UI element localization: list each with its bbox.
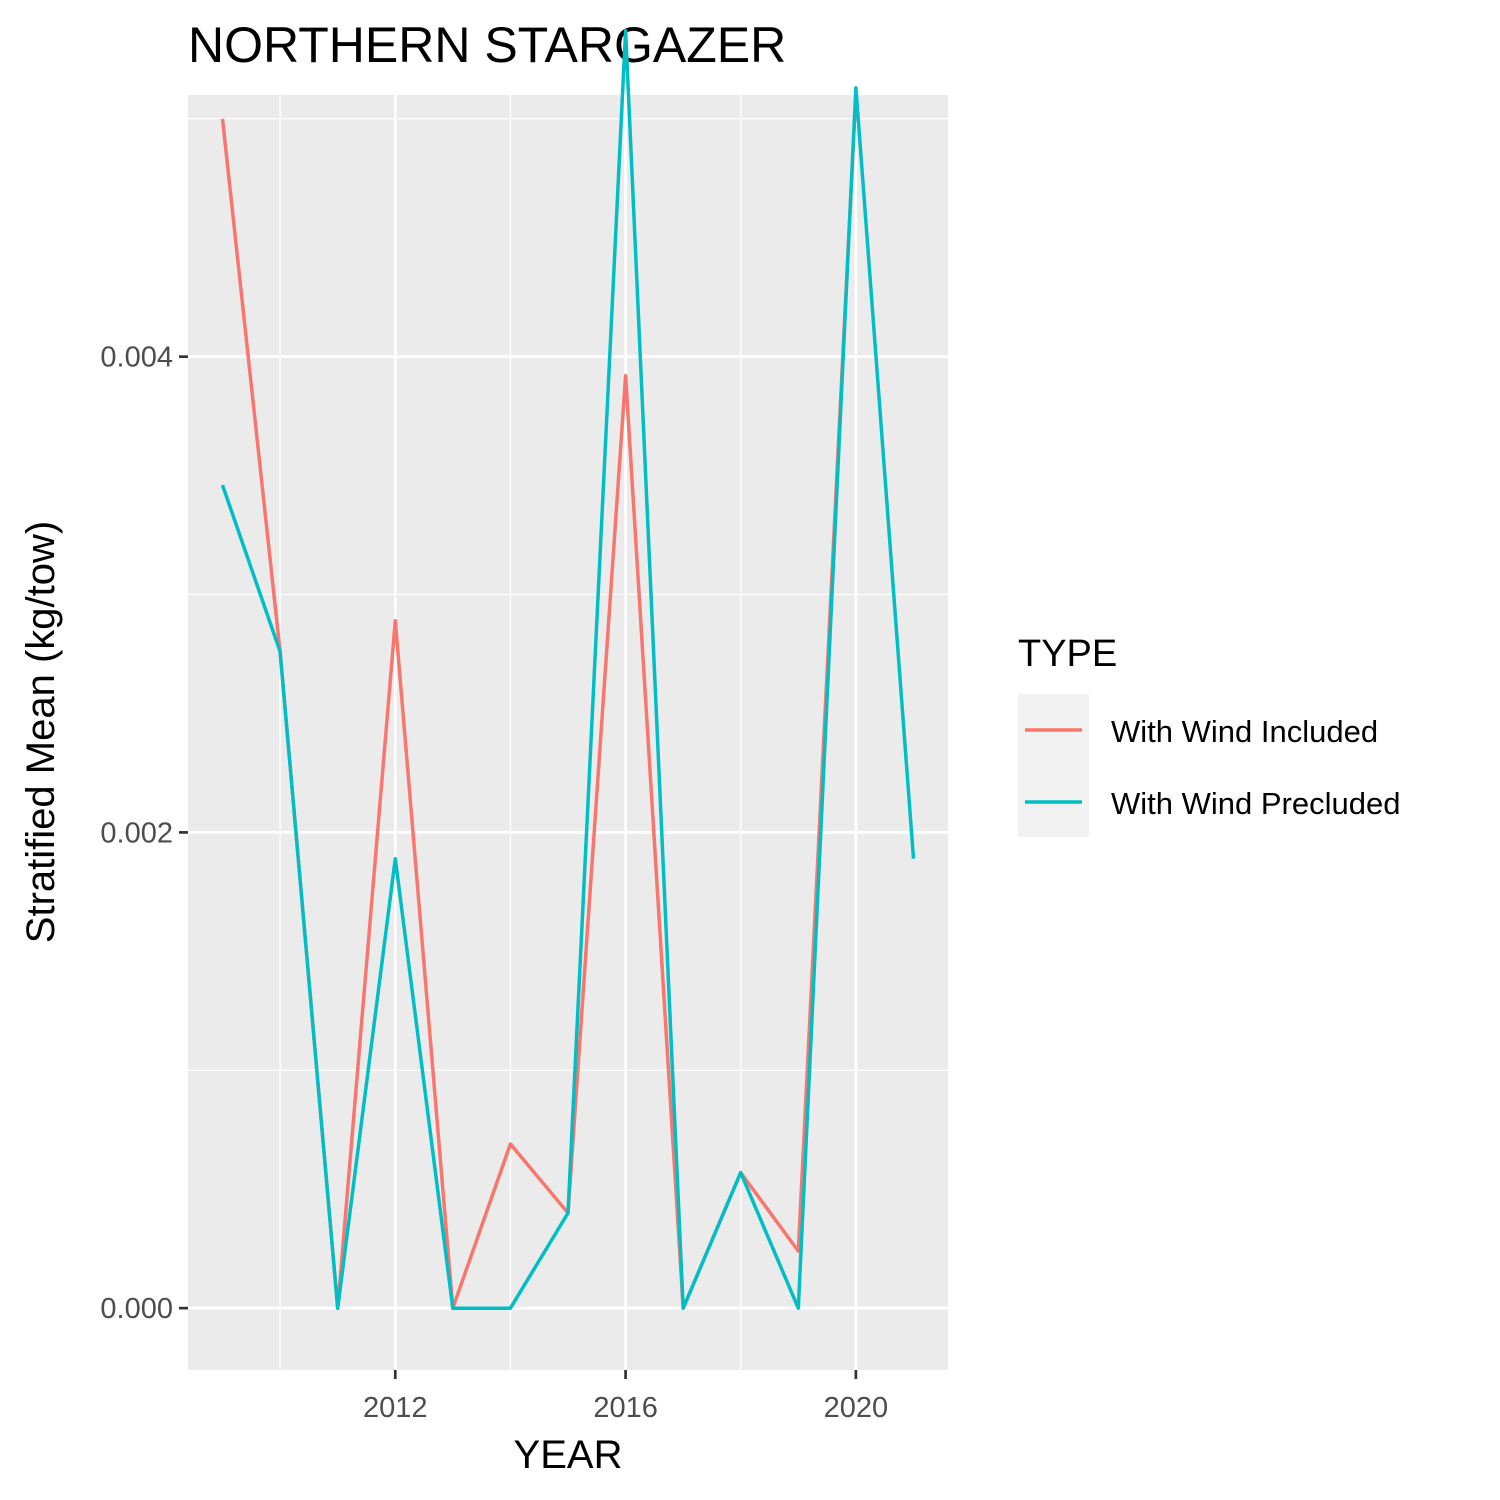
legend-title: TYPE	[1018, 633, 1117, 675]
plot-panel	[188, 95, 948, 1370]
series-lines	[220, 29, 916, 1310]
series-line-with-wind-precluded	[220, 29, 916, 1310]
x-tick-label: 2012	[363, 1392, 428, 1424]
legend: TYPE With Wind Included With Wind Preclu…	[1018, 633, 1400, 837]
x-axis-title: YEAR	[514, 1433, 623, 1477]
y-axis: 0.000 0.002 0.004	[100, 342, 188, 1325]
y-axis-title: Stratified Mean (kg/tow)	[19, 521, 63, 943]
chart-title: NORTHERN STARGAZER	[188, 17, 786, 73]
minor-gridlines	[188, 95, 948, 1370]
y-tick-label: 0.002	[100, 817, 173, 849]
x-tick-label: 2016	[593, 1392, 658, 1424]
legend-key-background	[1018, 694, 1089, 837]
y-tick-label: 0.004	[100, 342, 173, 374]
x-tick-label: 2020	[824, 1392, 889, 1424]
legend-label-with-wind-included: With Wind Included	[1111, 714, 1378, 749]
legend-label-with-wind-precluded: With Wind Precluded	[1111, 786, 1400, 821]
y-tick-label: 0.000	[100, 1293, 173, 1325]
x-axis: 2012 2016 2020	[363, 1370, 888, 1424]
